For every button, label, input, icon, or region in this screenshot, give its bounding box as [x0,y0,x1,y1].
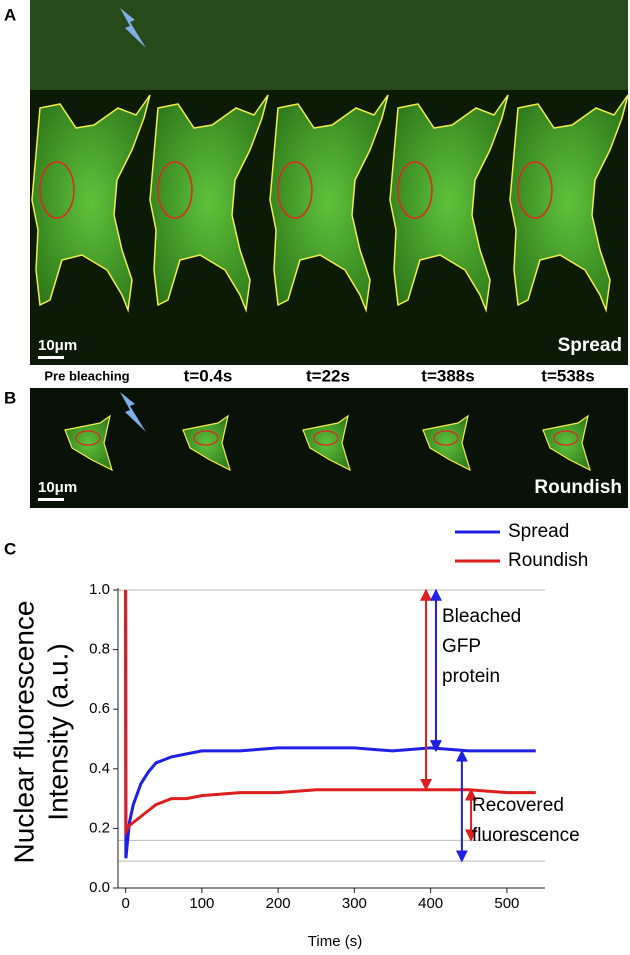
panel-a-images [30,0,629,365]
annotation: Recovered [472,795,564,816]
y-axis-label-line: Intensity (a.u.) [42,643,73,820]
panel-b-images [30,388,628,508]
condition-label: Spread [558,335,622,356]
y-tick-label: 0.4 [89,760,110,777]
condition-label: Roundish [534,477,622,498]
y-tick-label: 0.0 [89,879,110,896]
y-tick-label: 0.2 [89,819,110,836]
panel-label: B [4,388,16,407]
x-tick-label: 200 [266,895,291,912]
legend-label: Spread [508,521,569,542]
panel-label: C [4,539,16,558]
annotation: protein [442,666,500,687]
legend-label: Roundish [508,550,588,571]
time-labels: Pre bleaching t=0.4s t=22s t=388s t=538s [44,366,594,385]
y-tick-label: 1.0 [89,581,110,598]
annotation: fluorescence [472,825,580,846]
time-label: t=22s [306,366,350,385]
panel-label: A [4,5,16,24]
x-tick-label: 100 [189,895,214,912]
x-tick-label: 500 [494,895,519,912]
y-tick-label: 0.6 [89,700,110,717]
series-line [124,589,536,859]
y-tick-label: 0.8 [89,641,110,658]
y-axis-label: Nuclear fluorescence Intensity (a.u.) [8,600,73,863]
time-label: t=538s [541,366,594,385]
annotation: GFP [442,636,481,657]
time-label: Pre bleaching [44,368,129,383]
time-label: t=388s [421,366,474,385]
annotation: Bleached [442,606,521,627]
scale-label: 10μm [38,337,77,354]
x-tick-label: 400 [418,895,443,912]
x-tick-label: 300 [342,895,367,912]
scale-label: 10μm [38,479,77,496]
x-tick-label: 0 [121,895,129,912]
y-axis-label-line: Nuclear fluorescence [8,600,39,863]
x-axis-label: Time (s) [308,933,362,950]
time-label: t=0.4s [184,366,233,385]
